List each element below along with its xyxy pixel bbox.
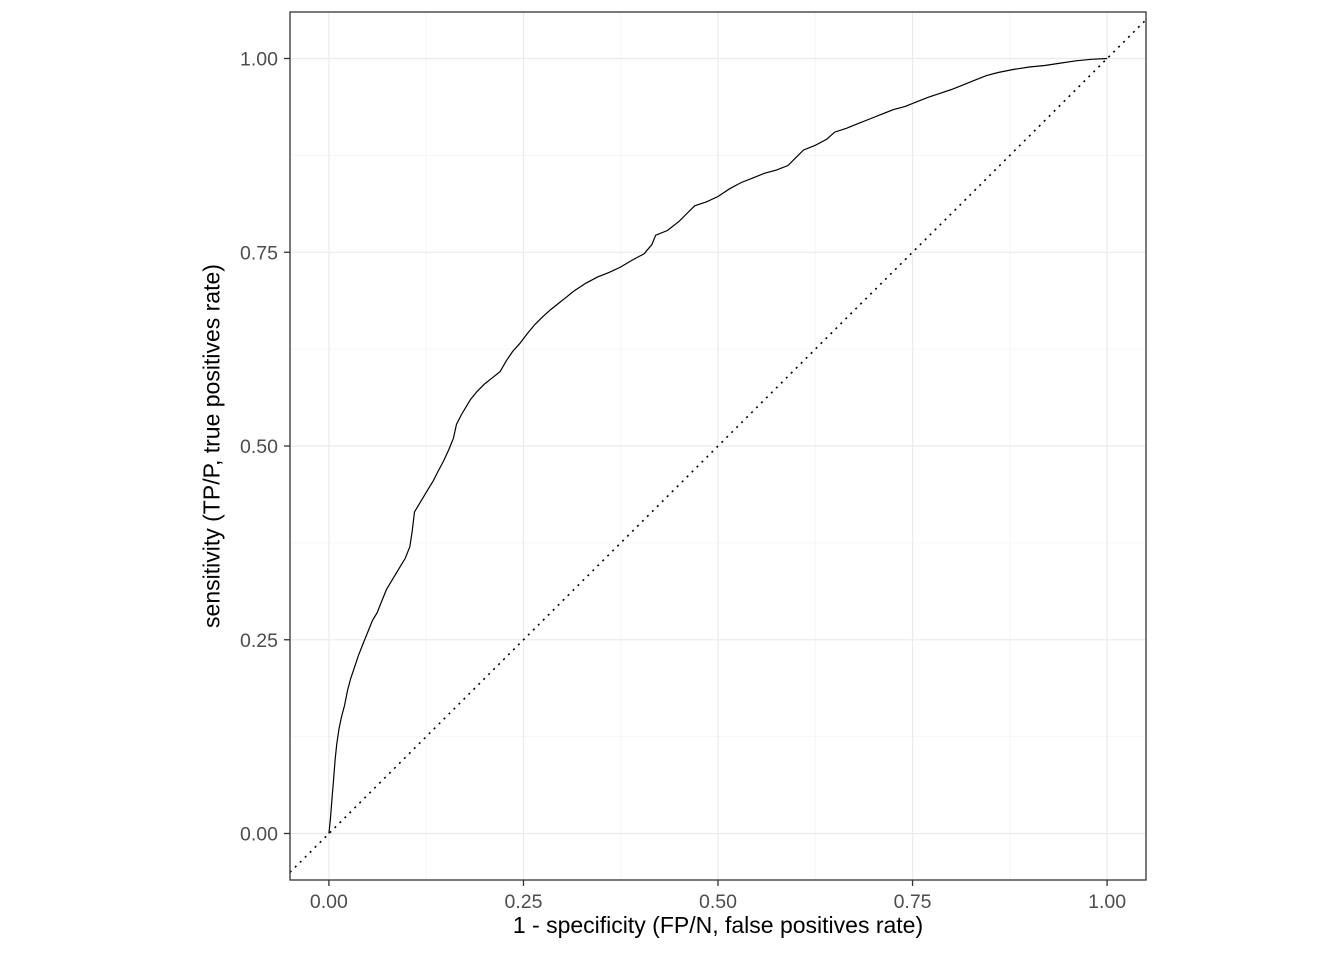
y-tick-label: 0.00 bbox=[240, 824, 278, 846]
y-tick-label: 0.75 bbox=[240, 242, 278, 264]
y-tick-label: 0.25 bbox=[240, 630, 278, 652]
y-tick-label: 0.50 bbox=[240, 436, 278, 458]
x-tick-label: 0.50 bbox=[699, 891, 737, 913]
x-tick-label: 1.00 bbox=[1088, 891, 1126, 913]
roc-curve bbox=[328, 57, 1108, 834]
x-tick-label: 0.00 bbox=[310, 891, 348, 913]
y-axis-title: sensitivity (TP/P, true positives rate) bbox=[198, 264, 225, 628]
x-tick-label: 0.25 bbox=[504, 891, 542, 913]
y-tick-label: 1.00 bbox=[240, 49, 278, 71]
x-tick-label: 0.75 bbox=[894, 891, 932, 913]
x-axis-title: 1 - specificity (FP/N, false positives r… bbox=[512, 912, 924, 938]
